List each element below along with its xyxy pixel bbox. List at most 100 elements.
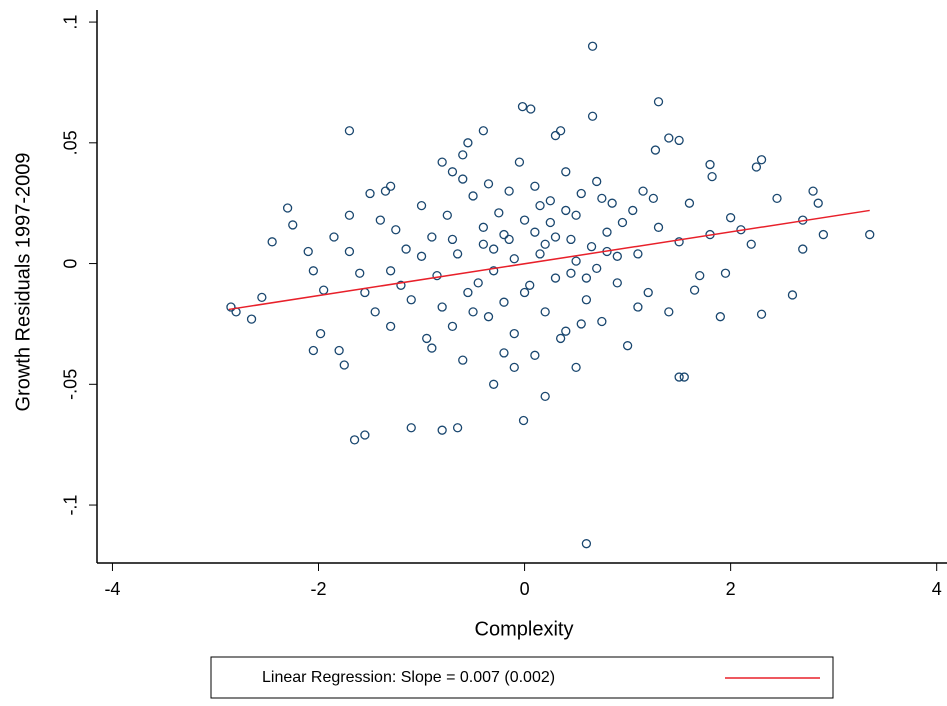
point bbox=[751, 162, 762, 172]
point bbox=[380, 186, 391, 196]
point bbox=[530, 227, 540, 237]
y-tick-label: -.05 bbox=[61, 369, 81, 400]
point bbox=[695, 270, 705, 281]
point bbox=[360, 430, 370, 440]
point bbox=[540, 239, 550, 249]
point bbox=[447, 321, 458, 331]
point bbox=[519, 287, 530, 298]
point bbox=[587, 41, 598, 51]
point bbox=[756, 155, 767, 165]
point bbox=[370, 307, 380, 317]
point bbox=[756, 309, 767, 319]
point bbox=[526, 104, 536, 114]
point bbox=[494, 208, 504, 218]
point bbox=[427, 343, 437, 353]
point bbox=[587, 111, 598, 121]
point bbox=[339, 360, 349, 370]
point bbox=[571, 210, 581, 220]
point bbox=[499, 348, 509, 358]
point bbox=[571, 362, 581, 373]
point bbox=[808, 186, 818, 196]
point bbox=[478, 126, 489, 136]
point bbox=[561, 167, 571, 177]
x-tick-label: 2 bbox=[726, 579, 736, 599]
point bbox=[517, 101, 528, 112]
point bbox=[246, 314, 257, 324]
point bbox=[638, 186, 648, 196]
point bbox=[581, 539, 592, 549]
point bbox=[592, 263, 602, 274]
point bbox=[566, 268, 576, 278]
point bbox=[648, 193, 659, 204]
y-tick-label: .05 bbox=[61, 130, 81, 155]
point bbox=[525, 280, 535, 290]
point bbox=[535, 200, 545, 211]
point bbox=[602, 227, 612, 237]
x-tick-label: -4 bbox=[104, 579, 120, 599]
point bbox=[597, 316, 607, 327]
point bbox=[653, 97, 664, 107]
point bbox=[650, 145, 661, 155]
point bbox=[674, 372, 684, 382]
point bbox=[458, 174, 468, 184]
point bbox=[653, 222, 664, 232]
point bbox=[720, 268, 731, 278]
point bbox=[468, 307, 478, 317]
point bbox=[643, 287, 653, 298]
point bbox=[509, 328, 519, 339]
regression-line bbox=[228, 209, 870, 311]
point bbox=[746, 239, 756, 249]
point bbox=[679, 372, 689, 382]
legend-label: Linear Regression: Slope = 0.007 (0.002) bbox=[262, 669, 555, 686]
point bbox=[684, 198, 695, 208]
point bbox=[597, 193, 607, 204]
point bbox=[473, 278, 483, 288]
point bbox=[308, 266, 319, 276]
point bbox=[530, 350, 540, 360]
point bbox=[535, 249, 545, 259]
point bbox=[360, 287, 370, 298]
point bbox=[581, 295, 592, 305]
point bbox=[555, 333, 566, 344]
point bbox=[664, 133, 674, 143]
point bbox=[622, 341, 633, 351]
point bbox=[772, 193, 782, 204]
point bbox=[406, 423, 416, 433]
point bbox=[612, 251, 622, 261]
point bbox=[518, 415, 529, 426]
point bbox=[545, 217, 555, 228]
point bbox=[442, 210, 452, 220]
y-tick-label: 0 bbox=[61, 259, 81, 269]
point bbox=[566, 234, 576, 245]
point bbox=[550, 130, 561, 141]
point bbox=[586, 242, 597, 252]
point bbox=[489, 266, 499, 276]
point bbox=[319, 285, 329, 295]
point bbox=[344, 210, 355, 220]
point bbox=[509, 362, 519, 373]
point bbox=[550, 273, 561, 283]
point bbox=[705, 159, 715, 170]
point bbox=[478, 239, 489, 249]
point bbox=[509, 254, 519, 264]
point bbox=[581, 273, 592, 283]
y-tick-label: -.1 bbox=[61, 495, 81, 516]
point bbox=[504, 186, 514, 196]
point bbox=[633, 302, 643, 312]
point bbox=[489, 379, 499, 389]
x-tick-label: -2 bbox=[311, 579, 327, 599]
point bbox=[226, 302, 236, 312]
point bbox=[628, 205, 638, 216]
point bbox=[282, 203, 293, 213]
point bbox=[355, 268, 365, 278]
point bbox=[385, 181, 396, 191]
point bbox=[540, 391, 550, 402]
point bbox=[519, 215, 530, 225]
point bbox=[422, 333, 432, 344]
point bbox=[303, 246, 313, 257]
point bbox=[257, 292, 267, 303]
point bbox=[463, 287, 473, 298]
point bbox=[308, 345, 319, 356]
point bbox=[365, 188, 375, 199]
point bbox=[375, 215, 385, 225]
